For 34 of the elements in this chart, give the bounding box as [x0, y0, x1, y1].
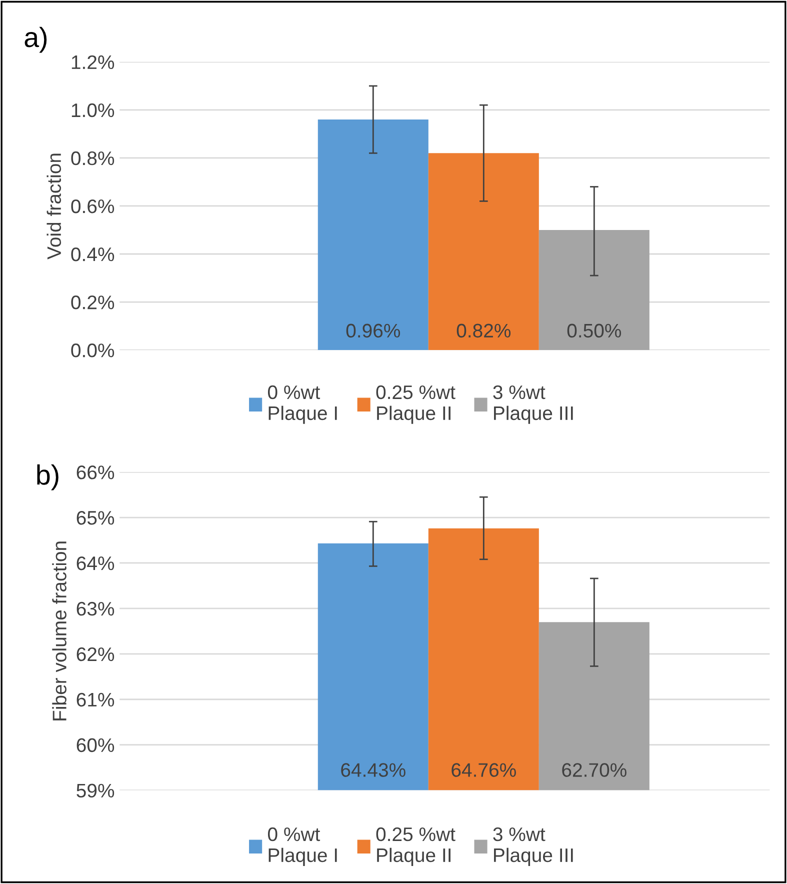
y-tick-label: 0.2%	[71, 296, 114, 310]
data-label: 64.43%	[341, 763, 406, 777]
y-tick-label: 0.4%	[71, 247, 114, 262]
text: a)	[24, 26, 47, 53]
y-axis-title: Fiber volume fraction	[52, 542, 66, 720]
y-tick-label: 63%	[76, 602, 114, 616]
legend-label: 3 %wt Plaque III	[493, 827, 573, 866]
y-tick-label: 1.0%	[72, 103, 114, 118]
legend-label: 0 %wt Plaque I	[268, 385, 337, 424]
legend-label: 0.25 %wt Plaque II	[376, 827, 456, 866]
text: b)	[37, 464, 58, 490]
data-label: 64.76%	[452, 763, 516, 777]
y-axis-title: Void fraction	[46, 154, 62, 260]
data-label: 0.96%	[346, 324, 400, 338]
y-tick-label: 0.0%	[71, 344, 114, 358]
y-tick-label: 65%	[76, 510, 114, 525]
bar	[538, 230, 650, 350]
y-tick-label: 61%	[76, 692, 114, 707]
y-tick-label: 1.2%	[72, 55, 114, 70]
y-tick-label: 64%	[76, 556, 114, 570]
legend-label: 0 %wt Plaque I	[268, 827, 337, 866]
y-tick-label: 62%	[76, 647, 114, 662]
bar	[318, 120, 428, 350]
y-tick-label: 60%	[76, 738, 114, 752]
y-tick-label: 0.8%	[71, 151, 114, 166]
bar	[428, 153, 539, 350]
data-label: 62.70%	[562, 763, 626, 777]
data-label: 0.82%	[456, 324, 511, 338]
y-tick-label: 0.6%	[71, 199, 114, 214]
y-tick-label: 59%	[76, 784, 114, 798]
data-label: 0.50%	[567, 324, 622, 338]
legend-label: 3 %wt Plaque III	[493, 385, 573, 424]
legend-label: 0.25 %wt Plaque II	[376, 385, 456, 424]
y-tick-label: 66%	[76, 466, 114, 480]
